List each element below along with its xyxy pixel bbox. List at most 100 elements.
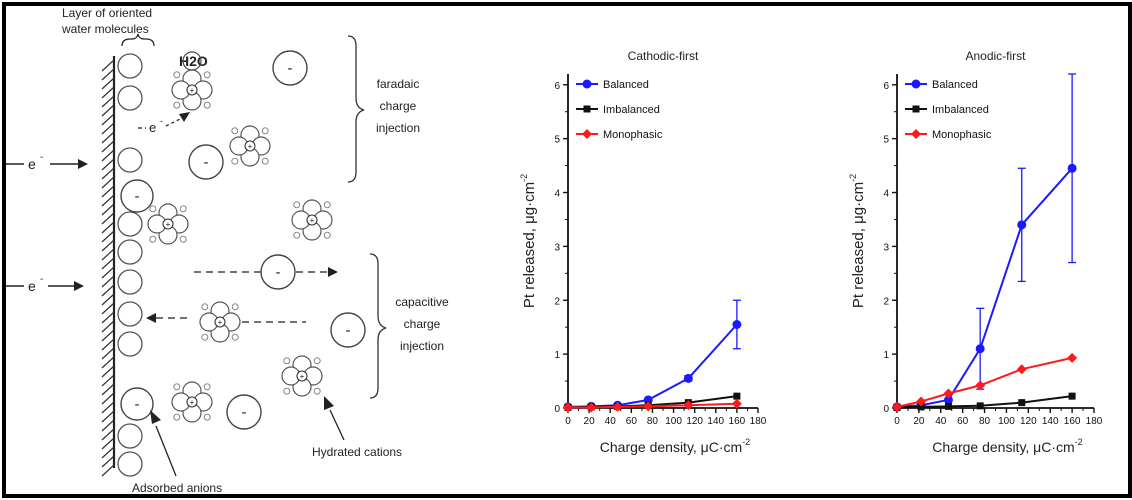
legend-entry-imbalanced: Imbalanced bbox=[576, 104, 660, 116]
data-point bbox=[683, 373, 693, 383]
legend-marker bbox=[583, 105, 591, 113]
x-tick-label: 40 bbox=[935, 416, 947, 427]
anion: - bbox=[226, 394, 262, 430]
faradaic-transfer-arrow: e - bbox=[138, 112, 190, 135]
series-line bbox=[896, 167, 1073, 408]
legend-marker bbox=[911, 129, 921, 139]
chart-cathodic-first: Cathodic-first 0 20 40 60 80 100 120 140 160 180 0 1… bbox=[519, 49, 767, 455]
water-molecule bbox=[117, 301, 143, 327]
y-tick-label: 2 bbox=[554, 296, 560, 307]
legend-entry-balanced: Balanced bbox=[576, 79, 649, 91]
capacitive-brace bbox=[369, 253, 387, 399]
electrode bbox=[101, 56, 116, 477]
data-point bbox=[917, 403, 925, 411]
data-point bbox=[943, 388, 954, 399]
electron-arrow-bottom: e - bbox=[6, 274, 84, 294]
electron-label: e bbox=[149, 120, 156, 135]
layer-label-line1: Layer of oriented bbox=[62, 6, 152, 20]
svg-text:-: - bbox=[135, 188, 140, 205]
water-molecule-icon bbox=[182, 51, 202, 71]
layer-label-line2: water molecules bbox=[61, 22, 149, 36]
svg-text:-: - bbox=[135, 396, 140, 413]
cations-group: + + + + + + + bbox=[147, 69, 333, 423]
capacitive-label-line3: injection bbox=[400, 339, 444, 353]
layer-brace bbox=[121, 33, 155, 47]
water-molecule bbox=[117, 147, 143, 173]
electron-arrow-top: e - bbox=[6, 152, 88, 172]
x-tick-label: 80 bbox=[647, 416, 659, 427]
legend-label: Monophasic bbox=[603, 129, 663, 141]
y-tick-label: 4 bbox=[554, 189, 560, 200]
anion: - bbox=[260, 254, 296, 290]
svg-text:-: - bbox=[40, 274, 43, 285]
data-point bbox=[975, 380, 986, 391]
legend-marker bbox=[911, 79, 921, 89]
adsorbed-label: Adsorbed anions bbox=[132, 481, 222, 494]
svg-text:-: - bbox=[242, 404, 247, 421]
water-molecule bbox=[117, 331, 143, 357]
data-point bbox=[944, 402, 952, 410]
double-layer-diagram: -- ----- +++ ++++ Layer of oriented water… bbox=[6, 6, 449, 494]
svg-text:+: + bbox=[218, 318, 223, 327]
svg-text:+: + bbox=[310, 216, 315, 225]
x-tick-label: 140 bbox=[707, 416, 724, 427]
data-point bbox=[892, 401, 902, 412]
data-point bbox=[916, 396, 927, 407]
x-tick-label: 60 bbox=[626, 416, 638, 427]
data-point bbox=[1067, 163, 1077, 173]
y-tick-label: 0 bbox=[883, 404, 889, 415]
water-molecule bbox=[117, 269, 143, 295]
legend-marker bbox=[912, 105, 920, 113]
capacitive-label-line2: charge bbox=[404, 317, 441, 331]
svg-text:+: + bbox=[190, 398, 195, 407]
x-tick-label: 180 bbox=[750, 416, 767, 427]
legend-label: Balanced bbox=[932, 79, 978, 91]
figure-canvas: -- ----- +++ ++++ Layer of oriented water… bbox=[6, 6, 1103, 494]
y-tick-label: 6 bbox=[883, 81, 889, 92]
x-tick-label: 80 bbox=[979, 416, 991, 427]
hydrated-cation: + bbox=[291, 199, 333, 241]
hydrated-cation: + bbox=[147, 203, 189, 245]
y-tick-label: 2 bbox=[883, 296, 889, 307]
legend-label: Monophasic bbox=[932, 129, 992, 141]
y-tick-label: 3 bbox=[883, 242, 889, 253]
water-molecule bbox=[117, 85, 143, 111]
anions-group: - - - - - bbox=[188, 50, 366, 430]
legend-marker bbox=[582, 129, 592, 139]
legend-entry-imbalanced: Imbalanced bbox=[905, 104, 989, 116]
data-point bbox=[732, 320, 742, 329]
capacitive-arrow-left bbox=[146, 313, 306, 323]
data-point bbox=[612, 401, 623, 412]
adsorbed-pointer bbox=[150, 410, 177, 477]
chart-title: Cathodic-first bbox=[628, 49, 699, 63]
svg-text:+: + bbox=[248, 142, 253, 151]
x-tick-label: 100 bbox=[665, 416, 682, 427]
hydrated-cation: + bbox=[171, 69, 213, 111]
data-point bbox=[733, 392, 741, 400]
data-point bbox=[943, 395, 953, 405]
x-tick-label: 20 bbox=[584, 416, 596, 427]
x-tick-label: 20 bbox=[913, 416, 925, 427]
hydrated-cation: + bbox=[229, 125, 271, 167]
adsorbed-anion: - bbox=[120, 179, 154, 213]
data-point bbox=[643, 401, 654, 412]
data-point bbox=[586, 402, 597, 413]
legend-label: Imbalanced bbox=[932, 104, 989, 116]
y-tick-label: 6 bbox=[554, 81, 560, 92]
svg-text:-: - bbox=[288, 60, 293, 77]
y-axis-label: Pt released, μg·cm-2 bbox=[519, 174, 538, 308]
x-tick-label: 0 bbox=[894, 416, 900, 427]
electron-label: e bbox=[28, 156, 36, 172]
data-point bbox=[683, 400, 694, 411]
svg-text:-: - bbox=[276, 264, 281, 281]
series-line bbox=[567, 323, 738, 408]
hydrated-cation: + bbox=[281, 355, 323, 397]
x-tick-label: 140 bbox=[1042, 416, 1059, 427]
water-molecule bbox=[117, 239, 143, 265]
anion: - bbox=[272, 50, 308, 86]
adsorbed-anion: - bbox=[120, 387, 154, 421]
data-point bbox=[975, 344, 985, 354]
y-tick-label: 5 bbox=[883, 135, 889, 146]
svg-text:+: + bbox=[190, 86, 195, 95]
